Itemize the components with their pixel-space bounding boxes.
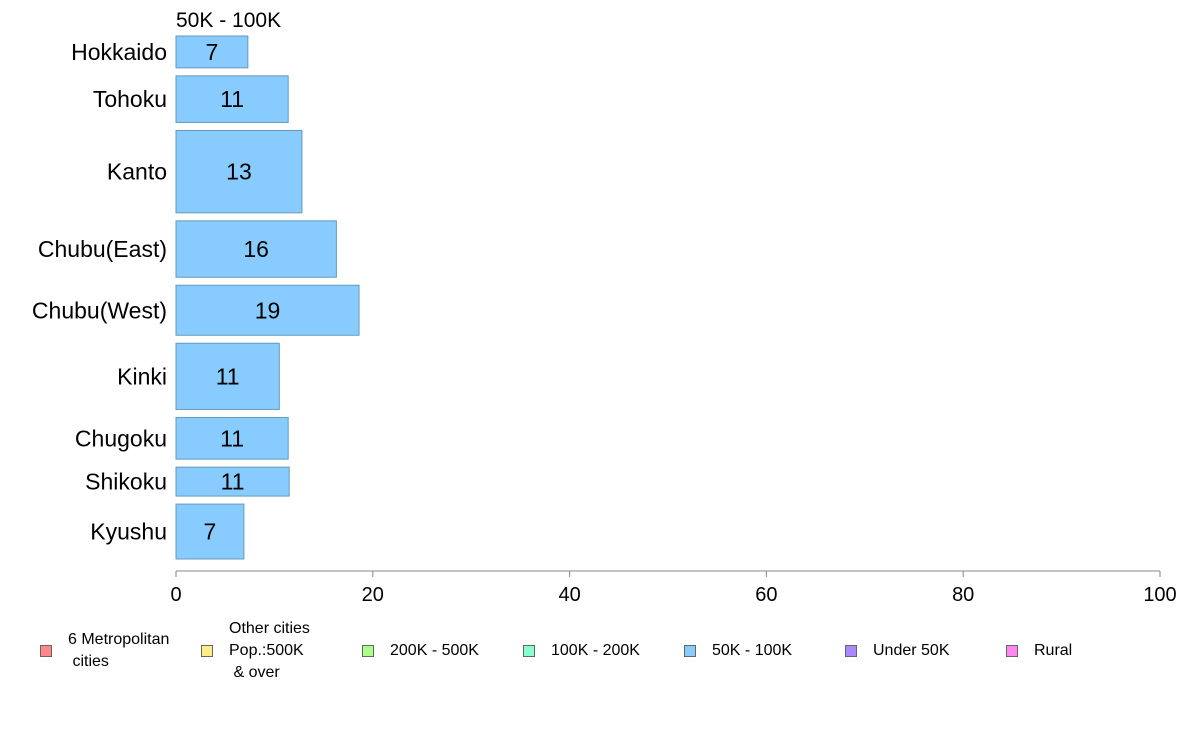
category-label: Chubu(West): [32, 297, 167, 323]
bar-value-label: 7: [204, 519, 217, 545]
x-tick-label: 60: [755, 584, 777, 606]
bar-value-label: 16: [243, 236, 269, 262]
bar-value-label: 11: [216, 363, 240, 389]
legend-label: Other cities Pop.:500K & over: [229, 620, 310, 681]
bar-kinki: [175, 342, 280, 410]
legend-label: 200K - 500K: [390, 642, 479, 659]
bar-kyushu: [175, 503, 245, 560]
bar-chugoku: [175, 416, 289, 460]
x-tick-label: 0: [170, 584, 181, 606]
legend-item: 100K - 200K: [523, 618, 640, 684]
legend-label: 100K - 200K: [551, 642, 640, 659]
category-label: Shikoku: [85, 469, 167, 495]
legend-swatch: [845, 645, 857, 657]
chart-title: 50K - 100K: [176, 9, 281, 32]
legend-item: 50K - 100K: [684, 618, 792, 684]
bars-layer: 7 Hokkaido 11 Tohoku 13 Kanto 16 Chubu(East) 19 C…: [32, 35, 360, 560]
legend-swatch: [523, 645, 535, 657]
legend-item: 200K - 500K: [362, 618, 479, 684]
x-tick-label: 80: [952, 584, 974, 606]
bar-value-label: 11: [220, 425, 244, 451]
legend-label: Rural: [1034, 642, 1073, 659]
legend-item: Under 50K: [845, 618, 950, 684]
category-label: Kinki: [117, 363, 167, 389]
x-tick-label: 40: [558, 584, 580, 606]
legend-item: 6 Metropolitan cities: [40, 618, 169, 684]
legend-swatch: [40, 645, 52, 657]
x-axis: 0 20 40 60 80 100: [170, 570, 1177, 606]
bar-tohoku: [175, 75, 289, 123]
bar-value-label: 11: [221, 469, 245, 495]
category-label: Chugoku: [75, 425, 167, 451]
bar-chubu-west: [175, 284, 360, 336]
category-label: Chubu(East): [38, 236, 167, 262]
legend-item: Other cities Pop.:500K & over: [201, 618, 310, 684]
bar-kanto: [175, 129, 303, 214]
legend-item: Rural: [1006, 618, 1072, 684]
legend: 6 Metropolitan cities Other cities Pop.:5…: [0, 618, 1188, 698]
legend-label: 50K - 100K: [712, 642, 793, 659]
category-label: Kyushu: [90, 519, 167, 545]
bar-shikoku: [175, 466, 290, 497]
bar-hokkaido: [175, 35, 249, 69]
legend-swatch: [201, 645, 213, 657]
legend-swatch: [684, 645, 696, 657]
x-tick-label: 100: [1143, 584, 1176, 606]
bar-value-label: 13: [226, 159, 252, 185]
legend-swatch: [1006, 645, 1018, 657]
x-tick-label: 20: [362, 584, 384, 606]
bar-value-label: 7: [206, 39, 219, 65]
category-label: Hokkaido: [71, 39, 167, 65]
legend-swatch: [362, 645, 374, 657]
legend-label: Under 50K: [873, 642, 950, 659]
bar-value-label: 11: [220, 86, 244, 112]
bar-chubu-east: [175, 220, 337, 278]
bar-value-label: 19: [255, 297, 281, 323]
category-label: Kanto: [107, 159, 167, 185]
legend-label: 6 Metropolitan cities: [68, 631, 170, 670]
category-label: Tohoku: [93, 86, 167, 112]
